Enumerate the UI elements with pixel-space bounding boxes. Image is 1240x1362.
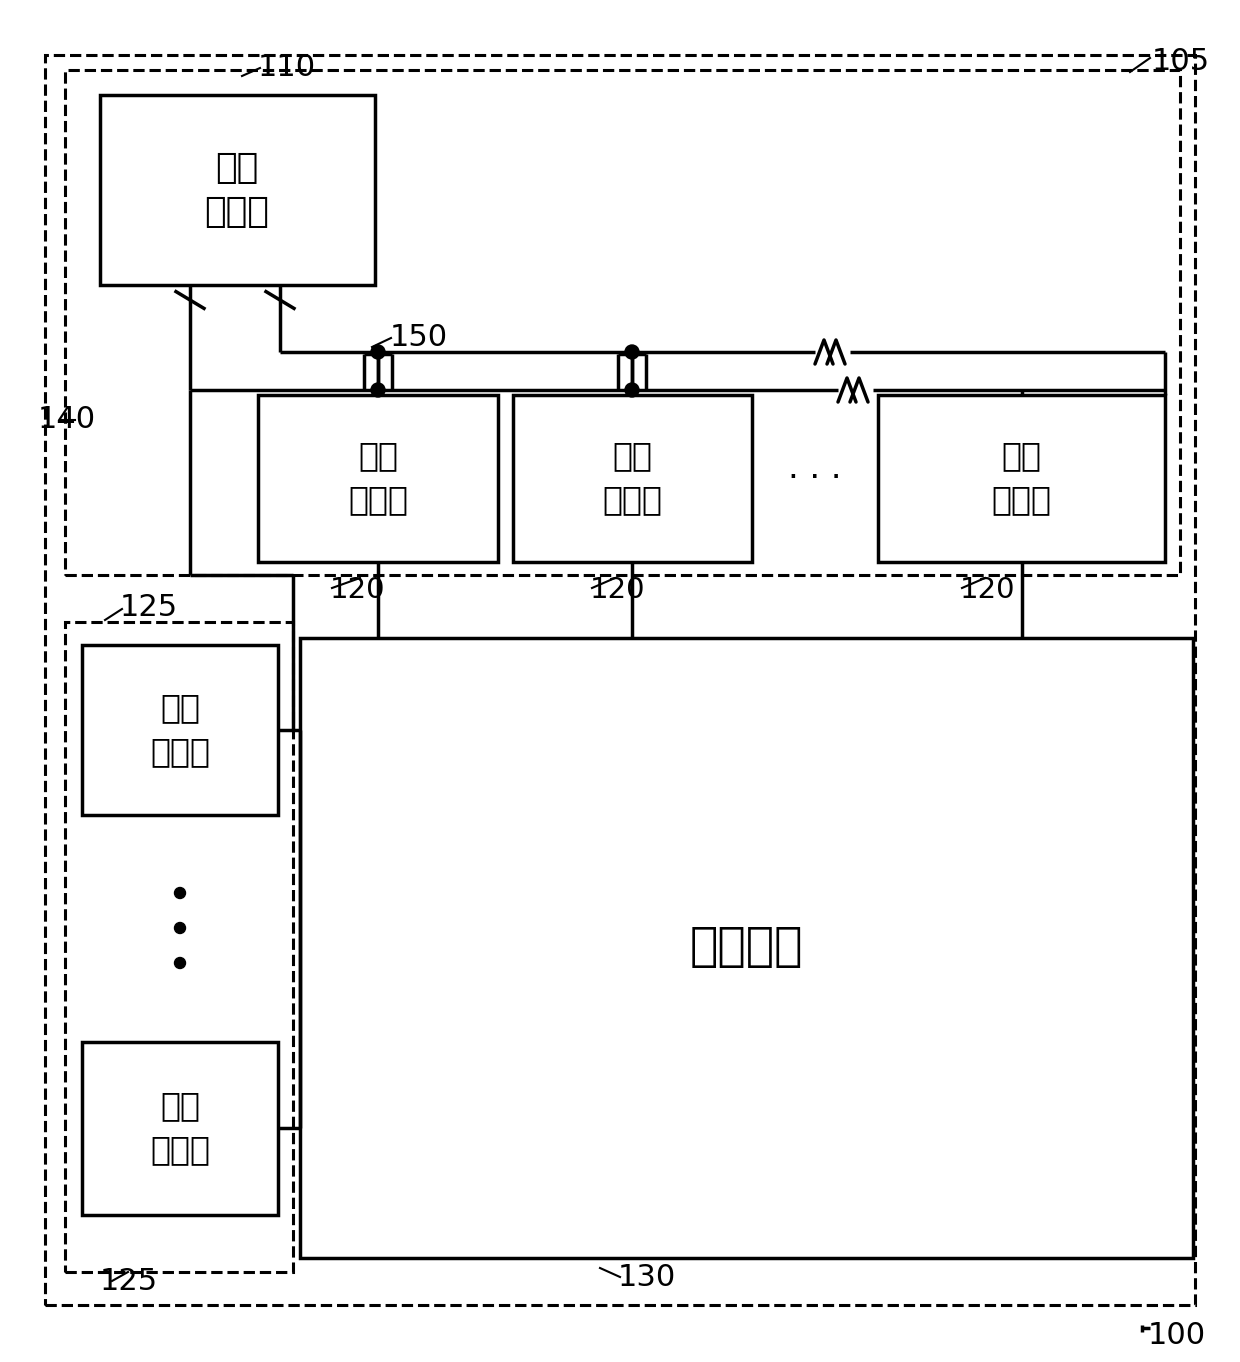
Circle shape [175, 888, 186, 899]
Bar [64, 622, 293, 1272]
Bar [878, 395, 1166, 563]
Text: 栊极: 栊极 [160, 1090, 200, 1122]
Text: 125: 125 [100, 1268, 159, 1297]
Circle shape [625, 383, 639, 396]
Text: 150: 150 [391, 323, 448, 351]
Text: 源极: 源极 [358, 440, 398, 473]
Text: 125: 125 [120, 594, 179, 622]
Bar [82, 646, 278, 814]
Circle shape [371, 383, 384, 396]
Text: 源极: 源极 [613, 440, 652, 473]
Bar [513, 395, 751, 563]
Circle shape [371, 345, 384, 360]
Text: 110: 110 [258, 53, 316, 83]
Text: 驱动器: 驱动器 [348, 484, 408, 516]
Text: · · ·: · · · [789, 462, 842, 494]
Text: 驱动器: 驱动器 [991, 484, 1052, 516]
Text: 120: 120 [330, 576, 386, 603]
Text: 130: 130 [618, 1264, 676, 1293]
Text: 源极: 源极 [1001, 440, 1042, 473]
Text: 120: 120 [960, 576, 1016, 603]
Circle shape [625, 345, 639, 360]
Circle shape [175, 922, 186, 933]
Text: 驱动器: 驱动器 [601, 484, 662, 516]
Text: 驱动器: 驱动器 [150, 1133, 210, 1166]
Text: 100: 100 [1148, 1321, 1207, 1350]
Bar [82, 1042, 278, 1215]
Text: 105: 105 [1152, 48, 1210, 76]
Text: 120: 120 [590, 576, 646, 603]
Text: 控制器: 控制器 [205, 195, 269, 229]
Bar [258, 395, 498, 563]
Text: 140: 140 [38, 406, 97, 434]
Text: 栊极: 栊极 [160, 692, 200, 725]
Bar [64, 69, 1180, 575]
Bar [100, 95, 374, 285]
Bar [300, 637, 1193, 1258]
Circle shape [175, 957, 186, 968]
Text: 驱动器: 驱动器 [150, 735, 210, 768]
Text: 显示面板: 显示面板 [689, 926, 802, 971]
Text: 时序: 时序 [216, 151, 259, 185]
